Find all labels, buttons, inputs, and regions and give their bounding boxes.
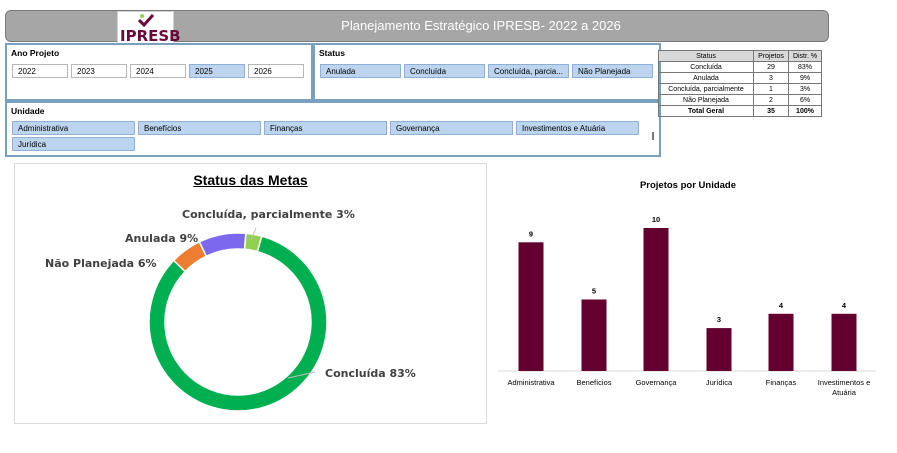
bar-data-label: 5 — [592, 287, 596, 296]
donut-slice-conclu-da — [148, 235, 328, 412]
cell-status: Concluída — [658, 61, 754, 73]
slicer-title: Unidade — [11, 106, 45, 116]
ipresb-logo: IPRESB — [117, 11, 181, 45]
cell-distr: 6% — [788, 94, 822, 106]
slicer-title: Status — [319, 48, 345, 58]
x-tick-label: Jurídica — [706, 378, 733, 387]
logo-check-icon — [138, 13, 154, 27]
slicer-item-nao-planejada[interactable]: Não Planejada — [572, 64, 653, 78]
cell-distr: 100% — [788, 105, 822, 117]
table-row: Não Planejada 2 6% — [658, 94, 822, 106]
slicer-status: Status Anulada Concluída Concluída, parc… — [313, 43, 661, 101]
slicer-item-2025[interactable]: 2025 — [189, 64, 245, 78]
slicer-item-concluida-parcial[interactable]: Concluída, parcia... — [488, 64, 569, 78]
donut-leader-line — [250, 227, 257, 241]
slicer-item-2022[interactable]: 2022 — [12, 64, 68, 78]
slicer-item-administrativa[interactable]: Administrativa — [12, 121, 135, 135]
slicer-item-2023[interactable]: 2023 — [71, 64, 127, 78]
slicer-scrollbar[interactable] — [652, 132, 654, 140]
header-status: Status — [658, 50, 754, 62]
table-row: Anulada 3 9% — [658, 72, 822, 84]
cell-status: Anulada — [658, 72, 754, 84]
header-distr: Distr. % — [788, 50, 822, 62]
x-tick-label: Benefícios — [576, 378, 611, 387]
bar-5 — [831, 313, 857, 371]
logo-text: IPRESB — [120, 27, 181, 45]
bar-0 — [518, 242, 544, 371]
slicer-title: Ano Projeto — [11, 48, 60, 58]
bar-chart-unidade: Projetos por Unidade 9 Administrativa 5 Ben… — [488, 163, 888, 422]
cell-projetos: 29 — [753, 61, 789, 73]
donut-chart-status: Status das Metas Concluída 83% Não Planej… — [14, 163, 487, 424]
donut-slice-conclu-da-parcialmente — [243, 232, 263, 253]
table-row: Concluída, parcialmente 1 3% — [658, 83, 822, 95]
cell-projetos: 35 — [753, 105, 789, 117]
cell-status: Concluída, parcialmente — [658, 83, 754, 95]
bar-data-label: 10 — [652, 215, 660, 224]
cell-projetos: 2 — [753, 94, 789, 106]
cell-projetos: 1 — [753, 83, 789, 95]
bar-data-label: 4 — [842, 301, 847, 310]
chart-title: Status das Metas — [193, 172, 308, 188]
slicer-ano-projeto: Ano Projeto 2022 2023 2024 2025 2026 — [5, 43, 313, 101]
header-projetos: Projetos — [753, 50, 789, 62]
slicer-unidade: Unidade Administrativa Benefícios Finanç… — [5, 101, 661, 157]
slicer-item-investimentos[interactable]: Investimentos e Atuária — [516, 121, 639, 135]
donut-leader-line — [287, 371, 316, 379]
chart-title: Projetos por Unidade — [639, 180, 737, 191]
slicer-item-governanca[interactable]: Governança — [390, 121, 513, 135]
bar-chart-svg: 9 Administrativa 5 Benefícios 10 Governança 3 J… — [498, 215, 876, 397]
x-tick-label: Investimentos e — [818, 378, 871, 387]
slicer-item-2024[interactable]: 2024 — [130, 64, 186, 78]
donut-data-label: Anulada 9% — [125, 232, 199, 245]
donut-chart-svg — [148, 227, 328, 412]
table-header-row: Status Projetos Distr. % — [658, 50, 822, 62]
cell-distr: 3% — [788, 83, 822, 95]
status-summary-table: Status Projetos Distr. % Concluída 29 83… — [658, 50, 822, 117]
bar-2 — [643, 228, 669, 371]
bar-data-label: 3 — [717, 315, 721, 324]
donut-data-label: Concluída 83% — [325, 367, 416, 380]
slicer-item-financas[interactable]: Finanças — [264, 121, 387, 135]
bar-data-label: 9 — [529, 229, 533, 238]
table-total-row: Total Geral 35 100% — [658, 105, 822, 117]
bar-4 — [768, 313, 794, 371]
slicer-item-anulada[interactable]: Anulada — [320, 64, 401, 78]
cell-status: Total Geral — [658, 105, 754, 117]
slicer-item-2026[interactable]: 2026 — [248, 64, 304, 78]
donut-data-label: Não Planejada 6% — [45, 257, 157, 270]
slicer-item-beneficios[interactable]: Benefícios — [138, 121, 261, 135]
slicer-item-juridica[interactable]: Jurídica — [12, 137, 135, 151]
donut-slice-anulada — [198, 232, 247, 258]
bar-data-label: 4 — [779, 301, 784, 310]
cell-distr: 83% — [788, 61, 822, 73]
x-tick-label: Administrativa — [507, 378, 555, 387]
bar-3 — [706, 328, 732, 371]
cell-distr: 9% — [788, 72, 822, 84]
cell-projetos: 3 — [753, 72, 789, 84]
x-tick-label: Governança — [636, 378, 678, 387]
x-tick-label: Atuária — [832, 388, 857, 397]
cell-status: Não Planejada — [658, 94, 754, 106]
donut-data-label: Concluída, parcialmente 3% — [182, 208, 355, 221]
x-tick-label: Finanças — [766, 378, 797, 387]
table-row: Concluída 29 83% — [658, 61, 822, 73]
bar-1 — [581, 299, 607, 371]
slicer-item-concluida[interactable]: Concluída — [404, 64, 485, 78]
page-title: Planejamento Estratégico IPRESB- 2022 a … — [341, 18, 621, 33]
